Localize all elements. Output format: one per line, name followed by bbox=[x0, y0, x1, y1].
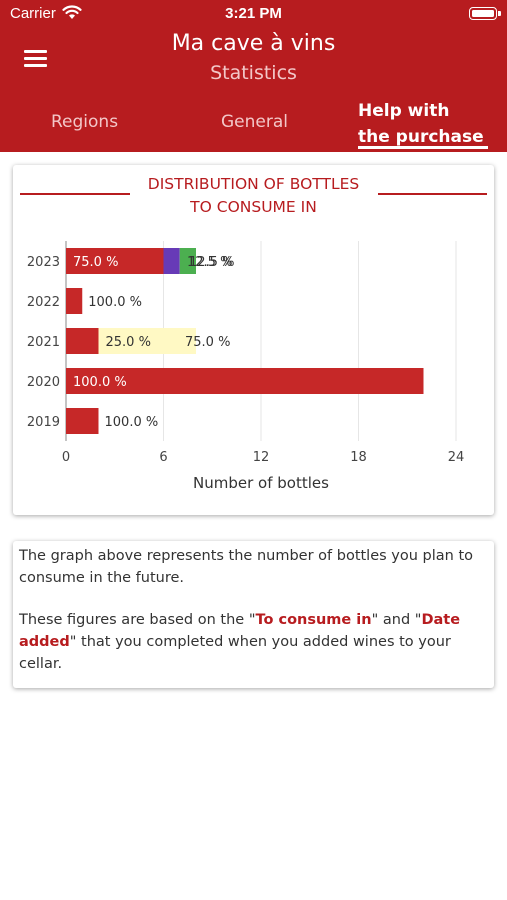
x-tick-label: 6 bbox=[159, 450, 167, 465]
data-label: 75.0 % bbox=[73, 255, 118, 270]
hamburger-menu-icon[interactable] bbox=[24, 50, 47, 68]
y-tick-label: 2021 bbox=[27, 335, 60, 350]
info-paragraph-2: These figures are based on the "To consu… bbox=[19, 609, 488, 675]
app-header: Carrier 3:21 PM Ma cave à vins Statistic… bbox=[0, 0, 507, 152]
wifi-icon bbox=[62, 5, 82, 19]
x-tick-label: 18 bbox=[350, 450, 367, 465]
x-tick-label: 0 bbox=[62, 450, 70, 465]
highlight-date-added: Date added bbox=[19, 612, 461, 650]
tab-help-label-line1: Help with bbox=[358, 101, 450, 121]
info-card: The graph above represents the number of… bbox=[13, 541, 494, 688]
data-label: 12.5 % bbox=[187, 255, 232, 270]
bar-segment bbox=[163, 248, 180, 274]
active-tab-indicator bbox=[358, 146, 488, 149]
clock-time: 3:21 PM bbox=[225, 5, 282, 22]
y-tick-label: 2019 bbox=[27, 415, 60, 430]
tab-general[interactable]: General bbox=[221, 112, 288, 132]
bar-segment bbox=[66, 328, 99, 354]
chart-title: DISTRIBUTION OF BOTTLES TO CONSUME IN bbox=[13, 173, 494, 219]
data-label: 100.0 % bbox=[105, 415, 159, 430]
page-subtitle: Statistics bbox=[210, 62, 297, 84]
x-tick-label: 24 bbox=[448, 450, 465, 465]
y-tick-label: 2020 bbox=[27, 375, 60, 390]
tab-help-label-line2: the purchase bbox=[358, 127, 484, 147]
info-paragraph-1: The graph above represents the number of… bbox=[19, 548, 474, 586]
highlight-to-consume-in: To consume in bbox=[255, 612, 372, 628]
data-label: 12.5 % bbox=[189, 255, 234, 270]
bar-segment bbox=[179, 248, 196, 274]
x-axis-title: Number of bottles bbox=[193, 474, 329, 492]
data-label: 100.0 % bbox=[88, 295, 142, 310]
info-text-segment: " that you completed when you added wine… bbox=[19, 634, 451, 672]
tab-help-with-purchase[interactable]: Help with the purchase bbox=[358, 98, 484, 150]
y-tick-label: 2022 bbox=[27, 295, 60, 310]
bar-segment bbox=[66, 288, 83, 314]
x-tick-label: 12 bbox=[253, 450, 270, 465]
chart-card: DISTRIBUTION OF BOTTLES TO CONSUME IN 0 6… bbox=[13, 165, 494, 515]
title-divider-right bbox=[378, 193, 487, 195]
data-label: 100.0 % bbox=[73, 375, 127, 390]
data-label: 25.0 % bbox=[106, 335, 151, 350]
battery-icon bbox=[469, 7, 501, 20]
bar-segment bbox=[98, 328, 196, 354]
chart-title-line2: TO CONSUME IN bbox=[190, 198, 317, 216]
info-text-segment: These figures are based on the " bbox=[19, 612, 256, 628]
status-bar: Carrier 3:21 PM bbox=[0, 0, 507, 28]
data-label: 75.0 % bbox=[185, 335, 230, 350]
y-tick-label: 2023 bbox=[27, 255, 60, 270]
bar-segment bbox=[66, 408, 99, 434]
title-divider-left bbox=[20, 193, 130, 195]
chart-title-line1: DISTRIBUTION OF BOTTLES bbox=[147, 175, 360, 193]
carrier-label: Carrier bbox=[10, 5, 56, 22]
bar-segment bbox=[66, 368, 424, 394]
app-title: Ma cave à vins bbox=[171, 31, 336, 56]
bar-segment bbox=[66, 248, 164, 274]
tab-regions[interactable]: Regions bbox=[51, 112, 119, 132]
info-text-segment: " and " bbox=[371, 612, 422, 628]
